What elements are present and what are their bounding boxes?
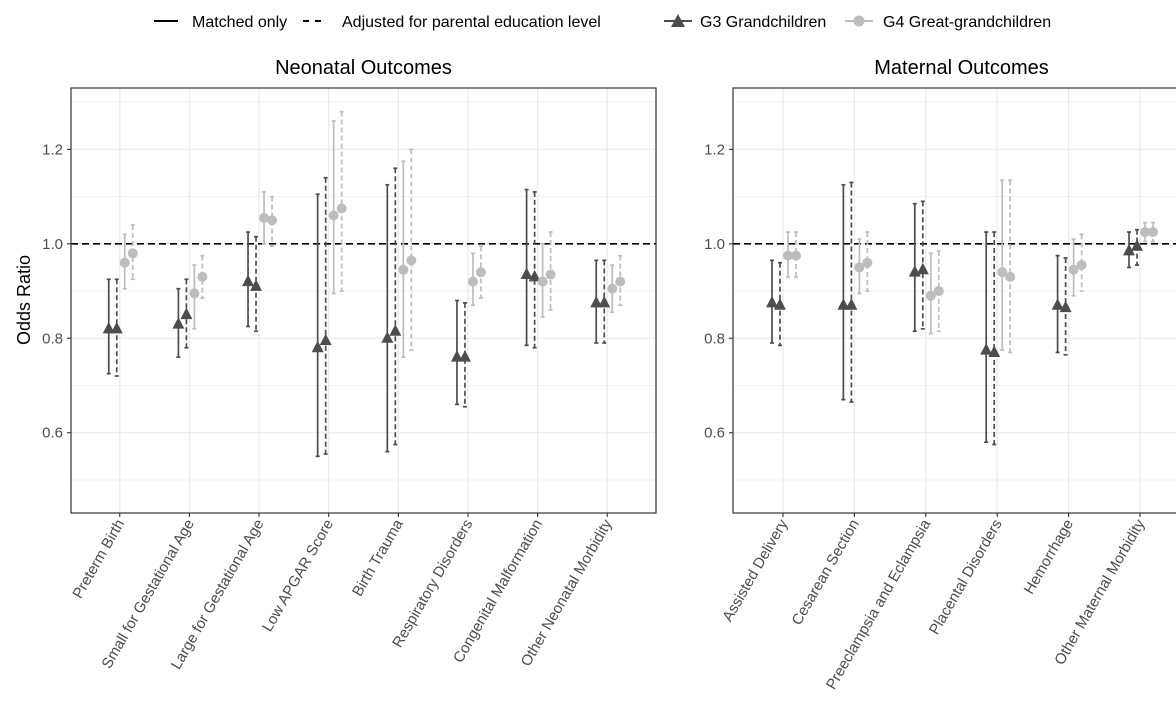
point-circle-g4-matched	[607, 283, 618, 294]
legend-label-matched: Matched only	[192, 14, 287, 31]
legend-key-g4-circle-icon	[853, 15, 865, 27]
point-circle-g4-adjusted	[862, 257, 873, 268]
point-circle-g4-adjusted	[1076, 260, 1087, 271]
point-circle-g4-matched	[782, 250, 793, 261]
point-triangle-g3-matched	[102, 321, 115, 334]
y-tick-label: 0.6	[704, 425, 725, 442]
point-triangle-g3-adjusted	[598, 295, 611, 308]
point-circle-g4-matched	[398, 264, 409, 275]
point-triangle-g3-adjusted	[773, 298, 786, 310]
point-triangle-g3-adjusted	[528, 269, 541, 282]
point-circle-g4-matched	[189, 288, 200, 299]
data-marks	[765, 179, 1159, 446]
point-triangle-g3-adjusted	[110, 321, 123, 334]
point-circle-g4-matched	[997, 267, 1008, 278]
y-tick-label: 1.2	[42, 141, 63, 158]
point-triangle-g3-adjusted	[389, 324, 402, 336]
panel-neonatal-outcomes: Neonatal Outcomes 0.6 0.8 1.0 1.2 Preterm Bir…	[42, 57, 657, 672]
point-triangle-g3-matched	[172, 317, 185, 329]
point-circle-g4-adjusted	[197, 271, 208, 282]
point-circle-g4-matched	[925, 290, 936, 301]
point-triangle-g3-matched	[765, 295, 778, 308]
point-circle-g4-adjusted	[1148, 227, 1159, 238]
y-axis-title: Odds Ratio	[14, 255, 34, 345]
point-circle-g4-adjusted	[336, 203, 347, 214]
y-tick-label: 0.8	[42, 330, 63, 347]
legend-label-g3: G3 Grandchildren	[700, 14, 826, 31]
point-triangle-g3-matched	[450, 350, 463, 362]
x-tick-label-cesarean-section: Cesarean Section	[789, 517, 863, 629]
point-circle-g4-matched	[1068, 264, 1079, 275]
point-triangle-g3-adjusted	[916, 262, 929, 275]
point-triangle-g3-matched	[311, 340, 324, 353]
point-triangle-g3-matched	[590, 295, 603, 308]
point-triangle-g3-adjusted	[458, 350, 471, 362]
x-tick-label-respiratory-disorders: Respiratory Disorders	[389, 517, 476, 651]
gridlines	[733, 88, 1176, 513]
point-circle-g4-adjusted	[267, 215, 278, 226]
x-tick-label-placental-disorders: Placental Disorders	[926, 517, 1006, 638]
x-tick-label-low-apgar-score: Low APGAR Score	[259, 517, 337, 635]
point-circle-g4-adjusted	[545, 269, 556, 280]
point-circle-g4-matched	[259, 212, 270, 223]
point-triangle-g3-matched	[242, 274, 255, 287]
point-circle-g4-matched	[1140, 227, 1151, 238]
legend-key-g3-triangle-icon	[671, 14, 685, 27]
point-triangle-g3-matched	[837, 298, 850, 310]
plot-background	[733, 88, 1176, 513]
point-triangle-g3-adjusted	[250, 279, 263, 291]
x-tick-label-preterm-birth: Preterm Birth	[69, 517, 128, 602]
panel-border	[70, 87, 657, 514]
point-triangle-g3-matched	[520, 267, 533, 280]
y-tick-label: 0.8	[704, 330, 725, 347]
x-tick-label-birth-trauma: Birth Trauma	[349, 516, 407, 599]
point-circle-g4-adjusted	[615, 276, 626, 287]
point-circle-g4-matched	[854, 262, 865, 273]
point-circle-g4-matched	[328, 210, 339, 221]
point-triangle-g3-adjusted	[180, 307, 193, 320]
y-tick-label: 1.2	[704, 141, 725, 158]
point-circle-g4-adjusted	[475, 267, 486, 278]
point-circle-g4-matched	[119, 257, 130, 268]
legend-label-adjusted: Adjusted for parental education level	[342, 14, 601, 31]
point-triangle-g3-matched	[1123, 243, 1136, 256]
point-triangle-g3-matched	[381, 331, 394, 343]
point-circle-g4-matched	[537, 276, 548, 287]
point-circle-g4-adjusted	[127, 248, 138, 259]
panel-title: Neonatal Outcomes	[275, 57, 452, 79]
y-tick-label: 1.0	[704, 236, 725, 253]
x-tick-label-assisted-delivery: Assisted Delivery	[719, 516, 791, 625]
y-tick-label: 1.0	[42, 236, 63, 253]
y-tick-label: 0.6	[42, 425, 63, 442]
point-circle-g4-adjusted	[933, 286, 944, 297]
point-triangle-g3-adjusted	[988, 345, 1001, 357]
point-triangle-g3-matched	[1051, 298, 1064, 310]
panel-border	[732, 87, 1176, 514]
panel-maternal-outcomes: Maternal Outcomes 0.6 0.8 1.0 1.2 Assisted De…	[704, 57, 1176, 693]
point-triangle-g3-adjusted	[1131, 239, 1144, 251]
panel-title: Maternal Outcomes	[874, 57, 1049, 79]
data-marks	[102, 110, 626, 458]
legend-label-g4: G4 Great-grandchildren	[883, 14, 1051, 31]
point-triangle-g3-adjusted	[319, 333, 332, 346]
point-triangle-g3-adjusted	[845, 298, 858, 310]
point-triangle-g3-matched	[980, 343, 993, 355]
x-tick-label-hemorrhage: Hemorrhage	[1021, 517, 1077, 598]
point-circle-g4-matched	[467, 276, 478, 287]
point-circle-g4-adjusted	[790, 250, 801, 261]
point-circle-g4-adjusted	[1005, 271, 1016, 282]
point-circle-g4-adjusted	[406, 255, 417, 266]
point-triangle-g3-adjusted	[1059, 300, 1072, 313]
plot-background	[71, 88, 656, 513]
legend: Matched only Adjusted for parental educat…	[154, 14, 1051, 31]
